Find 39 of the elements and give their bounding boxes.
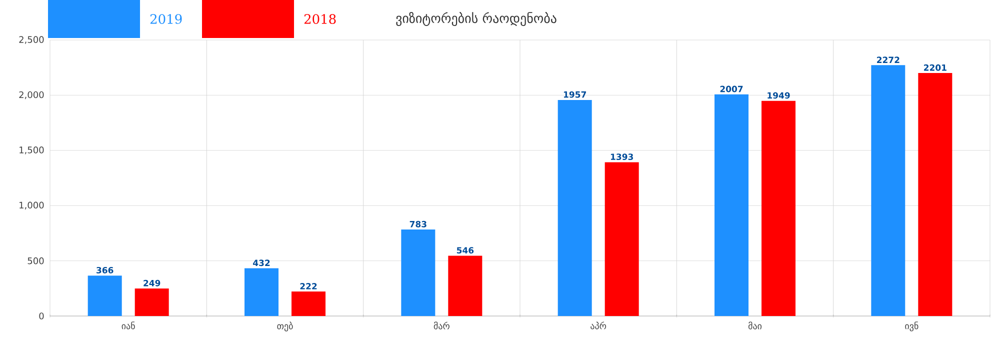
data-label: 2201: [924, 64, 946, 71]
x-tick-label: მარ: [434, 322, 450, 330]
bar: [88, 276, 122, 316]
bar: [292, 291, 326, 316]
x-tick-label: თებ: [277, 322, 293, 332]
x-tick-label: იან: [122, 322, 135, 330]
bar: [762, 100, 796, 316]
data-label: 366: [96, 266, 114, 274]
text: 2019: [150, 14, 182, 24]
text: 2018: [304, 14, 336, 24]
data-label: 2272: [877, 56, 900, 63]
y-tick-label: 1,000: [20, 202, 44, 210]
y-tick-label: 500: [28, 257, 44, 264]
chart-title: ვიზიტორების რაოდენობა: [396, 12, 556, 26]
x-tick-label: აპრ: [590, 322, 606, 330]
data-label: 2007: [720, 86, 743, 92]
bar: [604, 162, 639, 316]
x-tick-label: მაი: [748, 322, 762, 330]
x-tick-label: ივნ: [905, 322, 918, 332]
y-tick-label: 0: [39, 312, 44, 320]
y-tick-label: 1,500: [20, 146, 44, 154]
bar: [558, 100, 592, 316]
bar: [244, 268, 279, 316]
y-tick-label: 2,500: [19, 36, 44, 44]
data-label: 783: [410, 220, 426, 228]
data-label: 222: [300, 282, 317, 290]
y-tick-label: 2,000: [19, 91, 44, 100]
data-label: 1957: [564, 91, 586, 98]
data-label: 1393: [610, 154, 633, 160]
bar: [448, 256, 482, 316]
bar: [134, 288, 169, 316]
data-label: 1949: [768, 92, 790, 99]
data-label: 432: [253, 260, 270, 266]
data-label: 546: [456, 247, 474, 254]
data-label: 249: [144, 280, 160, 286]
bar: [714, 94, 749, 316]
bar: [401, 230, 436, 316]
bar: [871, 65, 906, 316]
bar: [918, 73, 952, 316]
